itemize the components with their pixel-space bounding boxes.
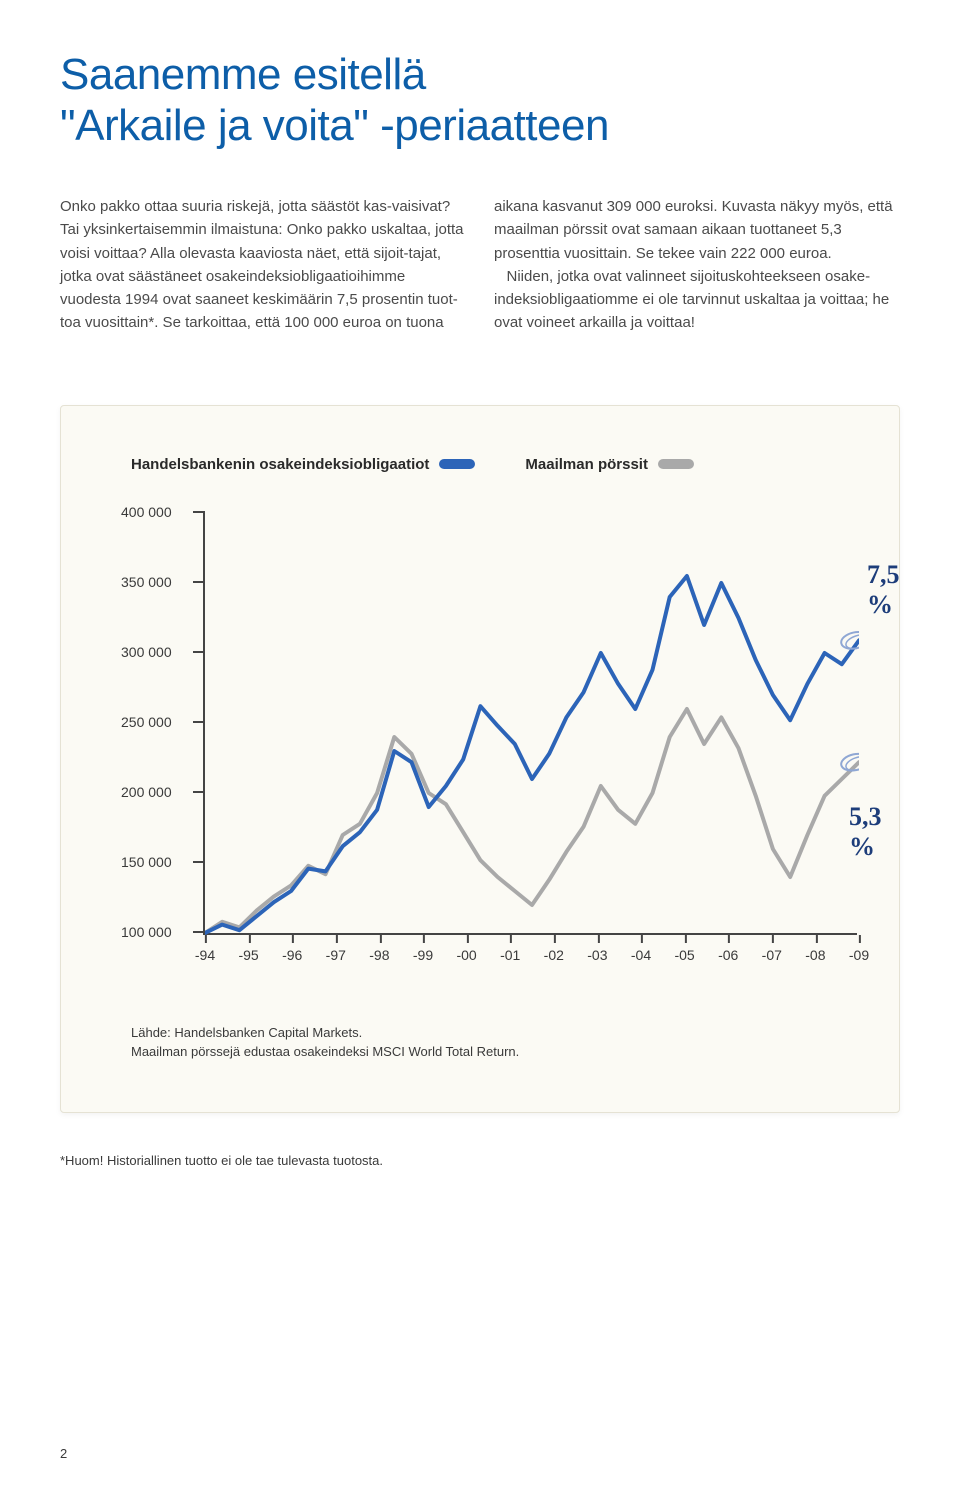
y-tick-label: 200 000 xyxy=(121,784,189,800)
x-tick-label: -07 xyxy=(762,947,782,963)
x-tick-label: -97 xyxy=(326,947,346,963)
x-tick-label: -99 xyxy=(413,947,433,963)
chart-plot-area: 400 000350 000300 000250 000200 000150 0… xyxy=(121,513,859,973)
y-tick-label: 100 000 xyxy=(121,924,189,940)
x-tick-label: -00 xyxy=(456,947,476,963)
annotation-blue: 7,5 % xyxy=(867,560,900,620)
x-tick-label: -98 xyxy=(369,947,389,963)
body-right: aikana kasvanut 309 000 euroksi. Kuvasta… xyxy=(494,195,900,335)
x-ticks: -94-95-96-97-98-99-00-01-02-03-04-05-06-… xyxy=(205,947,859,967)
annotation-grey: 5,3 % xyxy=(849,802,882,862)
legend-item-blue: Handelsbankenin osakeindeksiobligaatiot xyxy=(131,456,475,473)
y-tick-label: 250 000 xyxy=(121,714,189,730)
series-grey xyxy=(205,709,859,933)
y-tick-label: 400 000 xyxy=(121,504,189,520)
x-tick-label: -01 xyxy=(500,947,520,963)
legend-label-blue: Handelsbankenin osakeindeksiobligaatiot xyxy=(131,456,429,473)
source-line-2: Maailman pörssejä edustaa osakeindeksi M… xyxy=(131,1042,859,1062)
legend-swatch-grey xyxy=(658,459,694,469)
x-tick-label: -09 xyxy=(849,947,869,963)
y-tick-label: 150 000 xyxy=(121,854,189,870)
x-tick-label: -06 xyxy=(718,947,738,963)
chart-svg xyxy=(205,513,859,937)
legend-swatch-blue xyxy=(439,459,475,469)
source-line-1: Lähde: Handelsbanken Capital Markets. xyxy=(131,1023,859,1043)
y-tick-label: 350 000 xyxy=(121,574,189,590)
page-title: Saanemme esitellä"Arkaile ja voita" -per… xyxy=(60,50,900,151)
x-tick-label: -04 xyxy=(631,947,651,963)
chart-source: Lähde: Handelsbanken Capital Markets. Ma… xyxy=(131,1023,859,1062)
legend-label-grey: Maailman pörssit xyxy=(525,456,648,473)
y-tick-label: 300 000 xyxy=(121,644,189,660)
x-tick-label: -02 xyxy=(544,947,564,963)
page-number: 2 xyxy=(60,1446,67,1461)
x-tick-label: -95 xyxy=(238,947,258,963)
chart-container: Handelsbankenin osakeindeksiobligaatiot … xyxy=(60,405,900,1113)
footnote: *Huom! Historiallinen tuotto ei ole tae … xyxy=(60,1153,900,1168)
x-tick-label: -03 xyxy=(587,947,607,963)
x-tick-label: -96 xyxy=(282,947,302,963)
x-tick-label: -08 xyxy=(805,947,825,963)
chart-legend: Handelsbankenin osakeindeksiobligaatiot … xyxy=(131,456,859,473)
body-columns: Onko pakko ottaa suuria riskejä, jotta s… xyxy=(60,195,900,335)
legend-item-grey: Maailman pörssit xyxy=(525,456,694,473)
series-blue xyxy=(205,576,859,933)
body-left: Onko pakko ottaa suuria riskejä, jotta s… xyxy=(60,195,466,335)
x-tick-label: -05 xyxy=(674,947,694,963)
x-tick-label: -94 xyxy=(195,947,215,963)
